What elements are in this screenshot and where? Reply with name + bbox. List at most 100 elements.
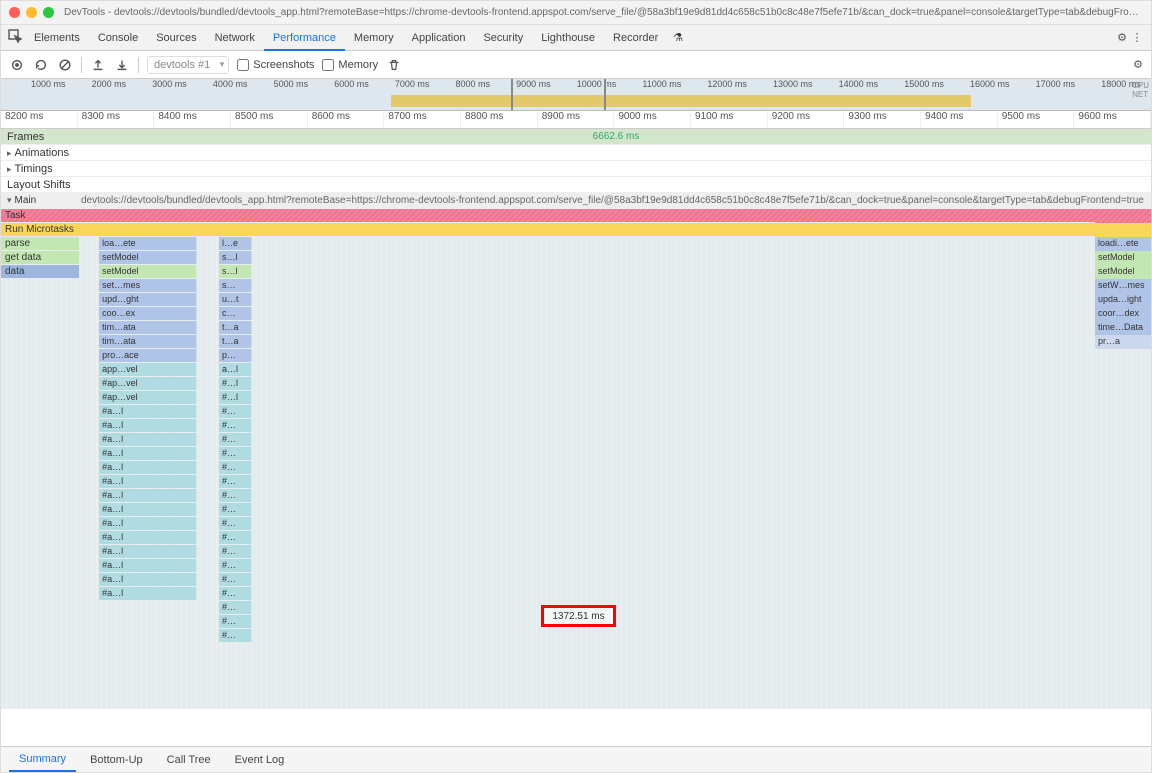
- minimize-button[interactable]: [26, 7, 37, 18]
- flame-cell[interactable]: #…l: [219, 391, 252, 404]
- flame-cell[interactable]: pro…ace: [99, 349, 197, 362]
- flame-cell[interactable]: #…: [219, 545, 252, 558]
- frames-track[interactable]: Frames 6662.6 ms: [1, 129, 1151, 145]
- tab-memory[interactable]: Memory: [345, 27, 403, 49]
- timings-track[interactable]: Timings: [1, 161, 1151, 177]
- tab-elements[interactable]: Elements: [25, 27, 89, 49]
- flame-left-label[interactable]: Task: [1, 209, 1095, 222]
- flame-cell[interactable]: tim…ata: [99, 335, 197, 348]
- flame-cell-right[interactable]: upda…ight: [1095, 293, 1151, 307]
- flame-cell[interactable]: #a…l: [99, 419, 197, 432]
- tab-performance[interactable]: Performance: [264, 27, 345, 51]
- flame-left-label[interactable]: get data: [1, 251, 79, 264]
- flame-cell[interactable]: coo…ex: [99, 307, 197, 320]
- flame-cell[interactable]: #…: [219, 489, 252, 502]
- flame-cell[interactable]: #a…l: [99, 573, 197, 586]
- more-icon[interactable]: ⋮: [1129, 31, 1145, 44]
- memory-checkbox[interactable]: Memory: [322, 59, 378, 71]
- flame-cell[interactable]: app…vel: [99, 363, 197, 376]
- flame-cell-right[interactable]: pr…a: [1095, 335, 1151, 349]
- animations-track[interactable]: Animations: [1, 145, 1151, 161]
- flame-cell[interactable]: #a…l: [99, 517, 197, 530]
- timeline-ruler[interactable]: 8200 ms8300 ms8400 ms8500 ms8600 ms8700 …: [1, 111, 1151, 129]
- flame-cell[interactable]: loa…ete: [99, 237, 197, 250]
- flame-left-label[interactable]: Run Microtasks: [1, 223, 1095, 236]
- flame-cell-right[interactable]: [1095, 209, 1151, 223]
- main-track-header[interactable]: Main devtools://devtools/bundled/devtool…: [1, 193, 1151, 209]
- tab-security[interactable]: Security: [474, 27, 532, 49]
- flame-chart[interactable]: 1372.51 ms parseloa…etel…eloadi…eteget d…: [1, 209, 1151, 709]
- upload-button[interactable]: [90, 57, 106, 73]
- flame-cell-right[interactable]: setW…mes: [1095, 279, 1151, 293]
- flame-cell[interactable]: #…: [219, 601, 252, 614]
- flame-cell[interactable]: #a…l: [99, 405, 197, 418]
- flame-cell-right[interactable]: loadi…ete: [1095, 237, 1151, 251]
- details-tab-summary[interactable]: Summary: [9, 748, 76, 772]
- flame-cell[interactable]: #a…l: [99, 531, 197, 544]
- flame-cell[interactable]: s…l: [219, 251, 252, 264]
- details-tab-event-log[interactable]: Event Log: [225, 749, 295, 771]
- flame-cell-right[interactable]: setModel: [1095, 251, 1151, 265]
- flame-cell[interactable]: #a…l: [99, 489, 197, 502]
- flame-cell[interactable]: upd…ght: [99, 293, 197, 306]
- reload-button[interactable]: [33, 57, 49, 73]
- flame-cell[interactable]: set…mes: [99, 279, 197, 292]
- close-button[interactable]: [9, 7, 20, 18]
- flame-cell[interactable]: s…: [219, 279, 252, 292]
- flame-cell[interactable]: #…: [219, 587, 252, 600]
- flame-cell-right[interactable]: time…Data: [1095, 321, 1151, 335]
- flame-cell[interactable]: #…: [219, 531, 252, 544]
- flame-cell[interactable]: l…e: [219, 237, 252, 250]
- flame-cell[interactable]: p…: [219, 349, 252, 362]
- flame-cell[interactable]: tim…ata: [99, 321, 197, 334]
- flame-cell[interactable]: #a…l: [99, 503, 197, 516]
- flame-cell[interactable]: #…: [219, 475, 252, 488]
- flame-cell[interactable]: #…: [219, 405, 252, 418]
- flame-cell[interactable]: #a…l: [99, 587, 197, 600]
- flame-cell[interactable]: setModel: [99, 265, 197, 278]
- flame-cell[interactable]: #a…l: [99, 545, 197, 558]
- flame-cell[interactable]: #…: [219, 573, 252, 586]
- flame-cell[interactable]: #…: [219, 433, 252, 446]
- details-tab-bottom-up[interactable]: Bottom-Up: [80, 749, 153, 771]
- flame-cell[interactable]: #…l: [219, 377, 252, 390]
- flame-cell-right[interactable]: [1095, 223, 1151, 237]
- flame-cell[interactable]: #ap…vel: [99, 377, 197, 390]
- flame-cell[interactable]: #…: [219, 447, 252, 460]
- flame-cell[interactable]: #a…l: [99, 559, 197, 572]
- recording-select[interactable]: devtools #1: [147, 56, 229, 74]
- overview-selection[interactable]: [511, 79, 606, 110]
- flame-cell[interactable]: #a…l: [99, 433, 197, 446]
- layout-shifts-track[interactable]: Layout Shifts: [1, 177, 1151, 193]
- overview-strip[interactable]: 1000 ms2000 ms3000 ms4000 ms5000 ms6000 …: [1, 79, 1151, 111]
- clear-button[interactable]: [57, 57, 73, 73]
- flame-cell[interactable]: #…: [219, 503, 252, 516]
- flame-cell[interactable]: t…a: [219, 335, 252, 348]
- gc-button[interactable]: [386, 57, 402, 73]
- settings-icon[interactable]: ⚙: [1117, 31, 1127, 44]
- flame-cell[interactable]: t…a: [219, 321, 252, 334]
- flame-cell-right[interactable]: setModel: [1095, 265, 1151, 279]
- screenshots-checkbox[interactable]: Screenshots: [237, 59, 314, 71]
- flame-left-label[interactable]: data: [1, 265, 79, 278]
- flame-cell[interactable]: #a…l: [99, 461, 197, 474]
- flame-cell[interactable]: setModel: [99, 251, 197, 264]
- inspect-icon[interactable]: [7, 28, 23, 47]
- flame-cell[interactable]: #ap…vel: [99, 391, 197, 404]
- flame-cell[interactable]: #…: [219, 461, 252, 474]
- flame-cell-right[interactable]: coor…dex: [1095, 307, 1151, 321]
- flame-cell[interactable]: a…l: [219, 363, 252, 376]
- capture-settings-icon[interactable]: ⚙: [1133, 58, 1143, 71]
- flame-cell[interactable]: #a…l: [99, 447, 197, 460]
- download-button[interactable]: [114, 57, 130, 73]
- flame-cell[interactable]: #…: [219, 629, 252, 642]
- tab-application[interactable]: Application: [403, 27, 475, 49]
- details-tab-call-tree[interactable]: Call Tree: [157, 749, 221, 771]
- flame-cell[interactable]: #…: [219, 615, 252, 628]
- flame-cell[interactable]: #…: [219, 559, 252, 572]
- flame-left-label[interactable]: parse: [1, 237, 79, 250]
- tab-network[interactable]: Network: [206, 27, 264, 49]
- record-button[interactable]: [9, 57, 25, 73]
- tab-sources[interactable]: Sources: [147, 27, 205, 49]
- flame-cell[interactable]: #…: [219, 419, 252, 432]
